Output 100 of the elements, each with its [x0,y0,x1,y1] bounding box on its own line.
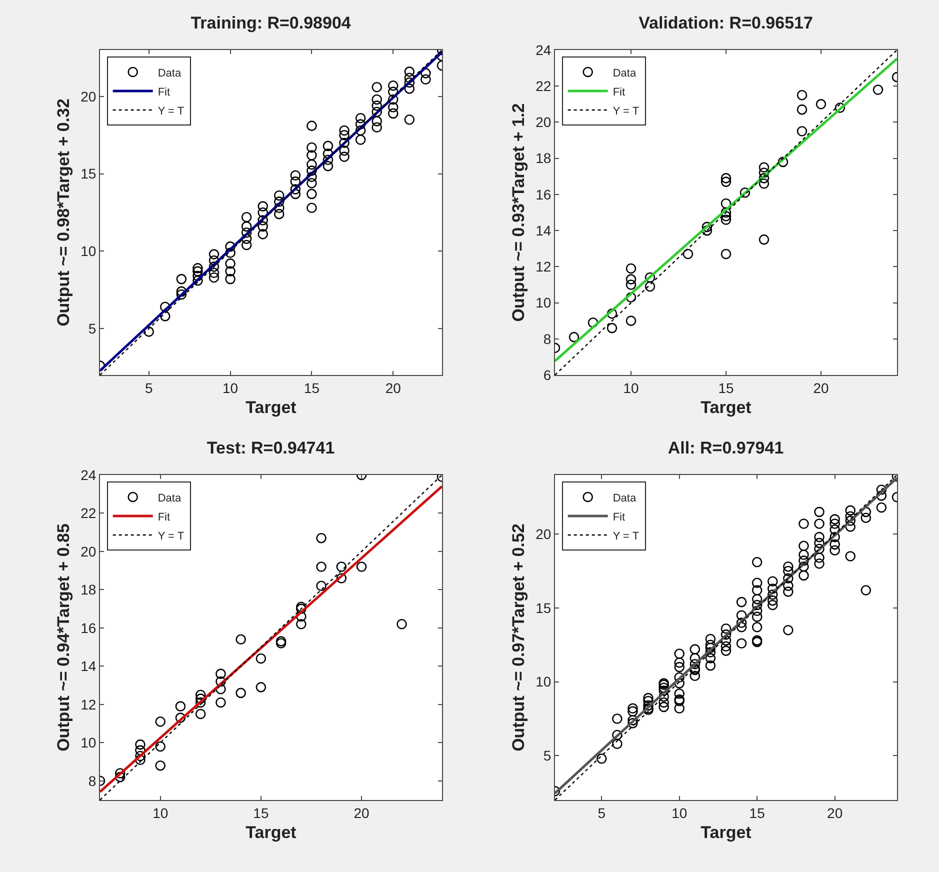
point [195,708,206,720]
point [296,611,306,622]
point [758,168,770,178]
legend-label: Fit [158,86,170,98]
point [720,207,732,218]
point [155,716,166,727]
x-tick-label: 20 [385,380,402,396]
x-tick-label: 20 [354,804,370,821]
point [740,187,750,198]
y-tick-label: 20 [536,526,552,542]
x-axis-title: Target [700,823,752,842]
point [356,562,367,572]
point [316,562,326,572]
point [816,99,826,110]
legend-label: Y = T [612,530,640,542]
y-tick-label: 15 [80,166,96,182]
point [796,126,808,136]
point [175,701,186,712]
x-tick-label: 5 [144,380,153,396]
y-tick-label: 5 [543,748,552,764]
y-tick-label: 20 [80,543,96,560]
point [626,274,636,284]
legend-label: Y = T [612,105,640,118]
point [644,281,656,292]
point [216,697,226,708]
point [796,104,808,115]
y-axis-title: Output ~= 0.97*Target + 0.52 [509,524,528,752]
point [682,248,694,260]
point [626,263,636,274]
point [588,317,598,328]
point [702,225,712,236]
y-axis-title: Output ~= 0.94*Target + 0.85 [54,524,74,752]
point [135,754,146,765]
point [155,760,166,771]
y-tick-label: 24 [80,466,96,483]
point [195,694,206,704]
x-tick-label: 15 [304,380,320,396]
point [236,634,246,645]
x-tick-label: 10 [222,380,238,396]
point [114,768,126,778]
point [834,102,846,113]
point [778,156,788,168]
chart-title: All: R=0.97941 [668,438,784,458]
point [720,198,732,209]
point [155,741,166,752]
point [720,173,732,184]
x-axis-title: Target [700,398,752,418]
point [114,772,126,782]
x-tick-label: 5 [598,804,606,821]
x-axis-title: Target [246,823,297,842]
point [758,173,770,184]
point [135,739,146,750]
x-axis-title: Target [246,398,297,418]
x-tick-label: 15 [749,804,766,821]
x-tick-label: 10 [672,804,688,821]
point [195,697,206,708]
point [758,234,770,245]
point [796,90,808,100]
point [296,618,306,630]
y-tick-label: 6 [543,366,552,383]
point [256,682,266,692]
y-tick-label: 10 [536,674,552,690]
y-tick-label: 10 [80,734,96,751]
x-tick-label: 15 [253,804,269,821]
chart-title: Validation: R=0.96517 [638,13,813,32]
legend-label: Fit [612,86,626,98]
y-tick-label: 10 [80,243,96,260]
x-tick-label: 15 [718,380,734,396]
legend-label: Data [158,492,182,504]
y-tick-label: 20 [536,114,552,130]
point [644,272,656,283]
chart-title: Training: R=0.98904 [190,13,352,32]
point [336,573,347,584]
point [236,688,246,698]
point [195,690,206,700]
x-tick-label: 10 [152,804,168,821]
y-axis-title: Output ~= 0.93*Target + 1.2 [509,103,528,322]
legend-label: Y = T [158,105,184,118]
point [175,712,186,723]
point [316,532,326,544]
legend-label: Fit [158,511,170,524]
y-tick-label: 8 [88,772,96,789]
y-tick-label: 16 [80,620,96,636]
point [720,248,732,260]
point [216,676,226,687]
legend-label: Data [612,67,637,80]
y-tick-label: 8 [543,330,552,347]
x-tick-label: 20 [827,804,843,821]
legend-label: Y = T [158,530,184,542]
legend-label: Data [158,67,182,80]
point [568,332,580,342]
y-tick-label: 5 [88,320,96,336]
y-axis-title: Output ~= 0.98*Target + 0.32 [54,98,74,326]
point [135,750,146,762]
point [316,580,326,592]
point [872,84,884,95]
point [256,653,266,664]
y-tick-label: 12 [80,696,96,712]
y-tick-label: 20 [80,88,96,104]
y-tick-label: 12 [536,258,552,275]
